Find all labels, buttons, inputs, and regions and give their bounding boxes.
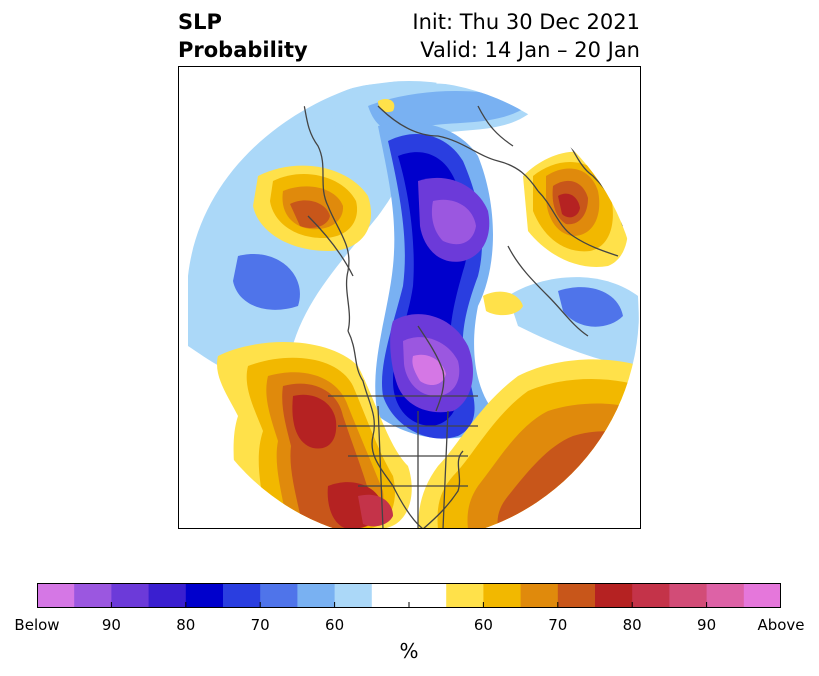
colorbar-swatch <box>334 583 373 608</box>
colorbar-swatch <box>371 583 410 608</box>
colorbar-tick-label: 90 <box>101 616 121 634</box>
map-frame <box>178 66 641 529</box>
colorbar-swatch <box>260 583 298 608</box>
colorbar <box>37 583 781 608</box>
colorbar-swatch <box>111 583 150 608</box>
colorbar-swatch <box>37 583 75 608</box>
title-left: SLP Probability <box>178 8 308 64</box>
colorbar-swatch <box>185 583 224 608</box>
colorbar-unit: % <box>399 639 419 663</box>
colorbar-tick-label: 80 <box>176 616 196 634</box>
colorbar-swatch <box>483 583 522 608</box>
colorbar-swatch <box>743 583 781 608</box>
colorbar-swatch <box>632 583 670 608</box>
colorbar-tick-label: Below <box>14 616 60 634</box>
colorbar-tick-label: 60 <box>473 616 493 634</box>
colorbar-swatch <box>520 583 559 608</box>
init-date: Init: Thu 30 Dec 2021 <box>412 10 640 34</box>
colorbar-swatch <box>706 583 745 608</box>
colorbar-swatch <box>669 583 708 608</box>
colorbar-tick-label: 80 <box>622 616 642 634</box>
colorbar-tick-label: 70 <box>250 616 270 634</box>
colorbar-tick-label: 90 <box>697 616 717 634</box>
title-right: Init: Thu 30 Dec 2021 Valid: 14 Jan – 20… <box>340 8 640 64</box>
colorbar-swatch <box>148 583 187 608</box>
colorbar-swatch <box>557 583 596 608</box>
colorbar-swatch <box>409 583 447 608</box>
field-above-west <box>217 342 412 529</box>
title-product: Probability <box>178 38 308 62</box>
colorbar-swatch <box>223 583 261 608</box>
colorbar-swatch <box>446 583 484 608</box>
colorbar-swatch <box>74 583 112 608</box>
coastlines <box>297 85 624 529</box>
title-variable: SLP <box>178 10 222 34</box>
probability-map <box>178 66 641 529</box>
field-below-90 <box>390 177 490 413</box>
colorbar-tick-label: 70 <box>548 616 568 634</box>
colorbar-swatch <box>595 583 633 608</box>
colorbar-swatch <box>297 583 336 608</box>
colorbar-tick-label: 60 <box>325 616 345 634</box>
colorbar-tick-label: Above <box>757 616 805 634</box>
valid-range: Valid: 14 Jan – 20 Jan <box>420 38 640 62</box>
